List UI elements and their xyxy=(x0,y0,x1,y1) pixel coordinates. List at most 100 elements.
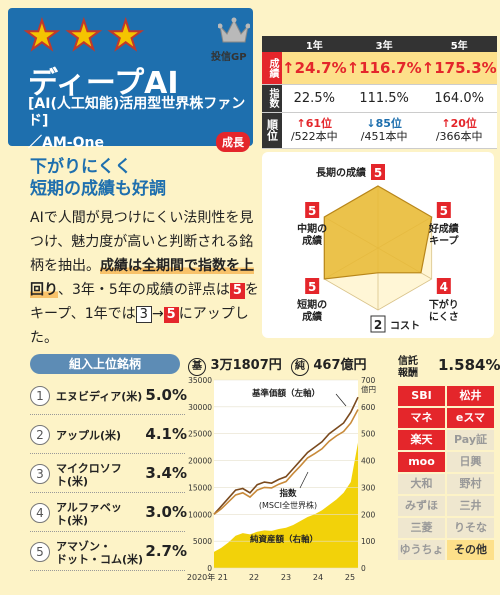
performance-row: 成績 ↑24.7% ↑116.7% ↑175.3% xyxy=(262,52,497,85)
x-tick: 2020年 21 xyxy=(187,572,228,582)
y-right-tick: 0 xyxy=(361,564,366,573)
holdings-title: 組入上位銘柄 xyxy=(30,354,180,374)
y-right-tick: 700 xyxy=(361,376,376,385)
radar-score-box xyxy=(305,278,320,294)
crown-label: 投信GP xyxy=(211,52,247,63)
score-badge-old: 3 xyxy=(135,306,152,323)
y-right-tick: 600 xyxy=(361,403,376,412)
annotation-index-sub: (MSCI全世界株) xyxy=(259,500,317,510)
annotation-base-price: 基準価額（左軸） xyxy=(251,388,320,399)
col-1y: 1年 xyxy=(282,36,347,52)
holding-item: 3 マイクロソフ ト(米) 3.4% xyxy=(30,458,187,494)
score-badge: 5 xyxy=(229,283,245,299)
broker-item: 野村 xyxy=(447,474,494,494)
holding-item: 1 エヌビディア(米) 5.0% xyxy=(30,380,187,416)
col-5y: 5年 xyxy=(421,36,497,52)
broker-item: 三井 xyxy=(447,496,494,516)
radar-score-area xyxy=(323,185,433,280)
y-right-unit: 億円 xyxy=(361,384,376,394)
star-icon: ★ xyxy=(107,13,145,59)
annotation-index: 指数 xyxy=(279,488,297,499)
broker-item: その他 xyxy=(447,540,494,560)
rank-5y: ↑20位 /366本中 xyxy=(421,112,497,149)
broker-item: 大和 xyxy=(398,474,445,494)
score-radar: 5 長期の成績 5 好成績キープ 4 下がりにくさ 2 コスト 5 短期の成績 5 中期の成績 xyxy=(262,152,494,338)
y-left-tick: 10000 xyxy=(188,510,212,519)
broker-item: 日興 xyxy=(447,452,494,472)
broker-item: ゆうちょ xyxy=(398,540,445,560)
holding-rank: 3 xyxy=(30,464,50,484)
broker-item: Pay証 xyxy=(447,430,494,450)
x-tick: 25 xyxy=(345,573,355,582)
annotation-pointer xyxy=(299,471,309,489)
radar-axis-label: コスト xyxy=(390,320,420,332)
star-icon: ★ xyxy=(65,13,103,59)
holding-divider xyxy=(30,414,185,415)
rank-1y: ↑61位 /522本中 xyxy=(282,112,347,149)
y-left-tick: 30000 xyxy=(188,403,212,412)
radar-score-box xyxy=(371,164,385,180)
radar-score: 5 xyxy=(440,204,448,218)
y-left-tick: 0 xyxy=(207,564,212,573)
broker-item: moo xyxy=(398,452,445,472)
holding-item: 2 アップル(米) 4.1% xyxy=(30,419,187,455)
radar-axis-label: 下がりにくさ xyxy=(429,298,459,323)
performance-label: 成績 xyxy=(262,52,282,85)
holding-weight: 3.0% xyxy=(145,503,187,521)
holding-name: マイクロソフ ト(米) xyxy=(56,462,122,488)
holding-name: アップル(米) xyxy=(56,429,122,442)
holding-rank: 2 xyxy=(30,425,50,445)
annotation-net-assets: 純資産額（右軸） xyxy=(250,534,318,545)
radar-score: 4 xyxy=(440,280,448,294)
radar-axis-label: 長期の成績 xyxy=(316,166,366,179)
perf-1y: ↑24.7% xyxy=(282,52,347,85)
index-label: 指数 xyxy=(262,84,282,113)
holding-divider xyxy=(30,492,185,493)
y-right-tick: 500 xyxy=(361,430,376,439)
broker-item: 三菱 xyxy=(398,518,445,538)
y-left-tick: 25000 xyxy=(188,430,212,439)
holding-weight: 3.4% xyxy=(145,464,187,482)
rank-3y: ↓85位 /451本中 xyxy=(346,112,422,149)
col-3y: 3年 xyxy=(346,36,422,52)
holding-rank: 5 xyxy=(30,542,50,562)
rating-stars: ★ ★ ★ xyxy=(23,13,145,59)
fund-company: ／AM-One xyxy=(28,135,104,151)
performance-table: 1年 3年 5年 成績 ↑24.7% ↑116.7% ↑175.3% 指数 22… xyxy=(262,36,497,149)
y-right-tick: 300 xyxy=(361,483,376,492)
radar-score: 5 xyxy=(308,280,316,294)
arrow-up-icon: ↑ xyxy=(296,117,306,130)
radar-axis-label: 好成績キープ xyxy=(428,222,460,247)
rank-label: 順位 xyxy=(262,112,282,149)
category-badge: 成長 xyxy=(216,132,250,152)
score-badge-new: 5 xyxy=(163,307,179,323)
x-tick: 23 xyxy=(281,573,291,582)
commentary-body: AIで人間が見つけにくい法則性を見つけ、魅力度が高いと判断される銘柄を抽出。成績… xyxy=(30,210,259,346)
holding-weight: 5.0% xyxy=(145,386,187,404)
net-assets-area xyxy=(214,442,358,568)
holding-item: 4 アルファベッ ト(米) 3.0% xyxy=(30,497,187,533)
holding-name: エヌビディア(米) xyxy=(56,390,143,403)
holding-weight: 4.1% xyxy=(145,425,187,443)
x-tick: 22 xyxy=(249,573,259,582)
star-icon: ★ xyxy=(23,13,61,59)
radar-axis-label: 短期の成績 xyxy=(297,298,327,323)
annotation-pointer xyxy=(335,393,347,407)
price-chart-svg: 3500030000250002000015000100005000070060… xyxy=(187,376,376,582)
index-3y: 111.5% xyxy=(346,84,422,113)
radar-score-box xyxy=(436,202,451,218)
holding-divider xyxy=(30,453,185,454)
net-assets: 467億円 xyxy=(313,358,367,373)
broker-item: eスマ xyxy=(447,408,494,428)
radar-score: 5 xyxy=(308,204,316,218)
holding-name: アマゾン・ ドット・コム(米) xyxy=(56,540,144,566)
broker-item: 楽天 xyxy=(398,430,445,450)
radar-score-box xyxy=(370,315,386,333)
radar-score: 5 xyxy=(374,166,382,180)
fund-title: ディープAI xyxy=(28,66,179,101)
radar-score-box xyxy=(305,202,320,218)
nav-summary: 基 3万1807円 純 467億円 xyxy=(188,354,367,376)
broker-grid: SBI 松井 マネ eスマ 楽天 Pay証 moo 日興 大和 野村 みずほ 三井 三菱 りそな ゆうちょそ… xyxy=(398,386,494,560)
index-1y: 22.5% xyxy=(282,84,347,113)
holding-weight: 2.7% xyxy=(145,542,187,560)
